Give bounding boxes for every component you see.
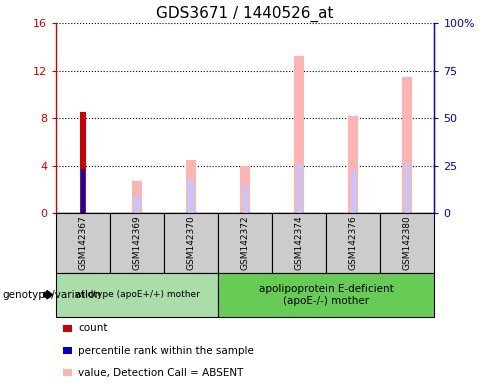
Text: GSM142376: GSM142376 xyxy=(349,215,358,270)
Text: GSM142367: GSM142367 xyxy=(79,215,88,270)
Text: GSM142369: GSM142369 xyxy=(133,215,142,270)
Text: GSM142380: GSM142380 xyxy=(403,215,412,270)
Text: GSM142374: GSM142374 xyxy=(295,215,304,270)
Text: wildtype (apoE+/+) mother: wildtype (apoE+/+) mother xyxy=(75,290,200,299)
Text: GSM142372: GSM142372 xyxy=(241,215,250,270)
Bar xyxy=(241,166,250,213)
Bar xyxy=(186,160,196,213)
Bar xyxy=(80,112,86,213)
Text: apolipoprotein E-deficient
(apoE-/-) mother: apolipoprotein E-deficient (apoE-/-) mot… xyxy=(259,284,394,306)
Text: count: count xyxy=(78,323,107,333)
Bar xyxy=(294,56,304,213)
Bar xyxy=(350,170,356,213)
Bar xyxy=(188,180,194,213)
Text: genotype/variation: genotype/variation xyxy=(2,290,102,300)
Bar xyxy=(405,163,410,213)
Text: GSM142370: GSM142370 xyxy=(187,215,196,270)
Text: value, Detection Call = ABSENT: value, Detection Call = ABSENT xyxy=(78,368,244,378)
Title: GDS3671 / 1440526_at: GDS3671 / 1440526_at xyxy=(157,5,334,22)
Bar xyxy=(135,197,140,213)
Bar xyxy=(243,185,248,213)
Bar xyxy=(403,76,412,213)
Bar xyxy=(348,116,358,213)
Bar xyxy=(81,169,85,213)
Bar xyxy=(297,164,302,213)
Text: percentile rank within the sample: percentile rank within the sample xyxy=(78,346,254,356)
Bar xyxy=(132,181,142,213)
